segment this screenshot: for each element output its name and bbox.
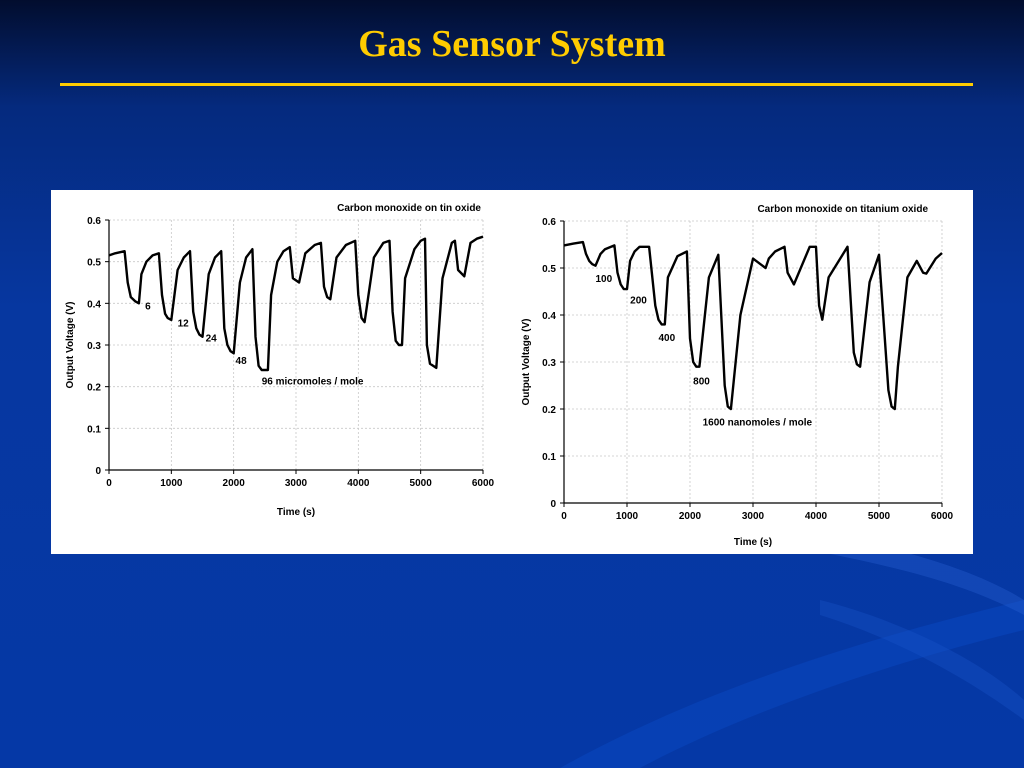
y-tick-label: 0.2: [87, 383, 101, 394]
concentration-label: 400: [659, 333, 676, 344]
concentration-label: 12: [178, 318, 190, 329]
y-tick-label: 0.6: [542, 217, 556, 228]
series-line: [108, 235, 484, 372]
y-tick-label: 0: [550, 499, 556, 510]
x-tick-label: 1000: [160, 478, 183, 489]
x-tick-label: 5000: [410, 478, 433, 489]
concentration-label: 96 micromoles / mole: [262, 377, 364, 388]
y-tick-label: 0.3: [87, 341, 101, 352]
x-tick-label: 4000: [805, 511, 828, 522]
x-tick-label: 2000: [679, 511, 702, 522]
y-tick-label: 0.4: [87, 299, 101, 310]
y-tick-label: 0.6: [87, 216, 101, 227]
x-axis-label: Time (s): [734, 537, 772, 548]
concentration-label: 24: [206, 334, 218, 345]
series-line: [563, 240, 943, 411]
x-tick-label: 6000: [472, 478, 495, 489]
x-tick-label: 0: [561, 511, 567, 522]
concentration-label: 48: [236, 356, 248, 367]
concentration-label: 800: [693, 377, 710, 388]
chart-title: Carbon monoxide on titanium oxide: [757, 204, 928, 215]
x-tick-label: 5000: [868, 511, 891, 522]
x-axis-label: Time (s): [277, 507, 315, 518]
x-tick-label: 0: [106, 478, 112, 489]
x-tick-label: 3000: [742, 511, 765, 522]
concentration-label: 6: [145, 302, 151, 313]
slide-title: Gas Sensor System: [358, 23, 666, 65]
title-underline: [60, 83, 973, 86]
figure-panel: 0 1000 2000 3000 4000 5000 6000 0 0.1 0.2 0.3 0.4 0.…: [51, 190, 973, 554]
x-tick-label: 1000: [616, 511, 639, 522]
y-axis-label: Output Voltage (V): [65, 301, 76, 388]
y-tick-label: 0.1: [542, 452, 556, 463]
x-tick-label: 4000: [347, 478, 370, 489]
chart-tin-oxide: 0 1000 2000 3000 4000 5000 6000 0 0.1 0.2 0.3 0.4 0.…: [65, 203, 495, 518]
y-tick-label: 0.2: [542, 405, 556, 416]
y-axis-label: Output Voltage (V): [521, 318, 532, 405]
y-tick-label: 0.3: [542, 358, 556, 369]
x-tick-label: 2000: [223, 478, 246, 489]
concentration-label: 200: [630, 295, 647, 306]
x-tick-label: 6000: [931, 511, 954, 522]
concentration-label: 1600 nanomoles / mole: [703, 417, 813, 428]
y-tick-label: 0.5: [542, 264, 556, 275]
x-tick-label: 3000: [285, 478, 308, 489]
y-tick-label: 0: [95, 466, 101, 477]
y-tick-label: 0.5: [87, 258, 101, 269]
chart-title: Carbon monoxide on tin oxide: [337, 203, 481, 214]
concentration-label: 100: [596, 274, 613, 285]
y-tick-label: 0.1: [87, 424, 101, 435]
y-tick-label: 0.4: [542, 311, 556, 322]
chart-titanium-oxide: 0 1000 2000 3000 4000 5000 6000 0 0.1 0.2 0.3 0.4 0.…: [521, 204, 954, 548]
